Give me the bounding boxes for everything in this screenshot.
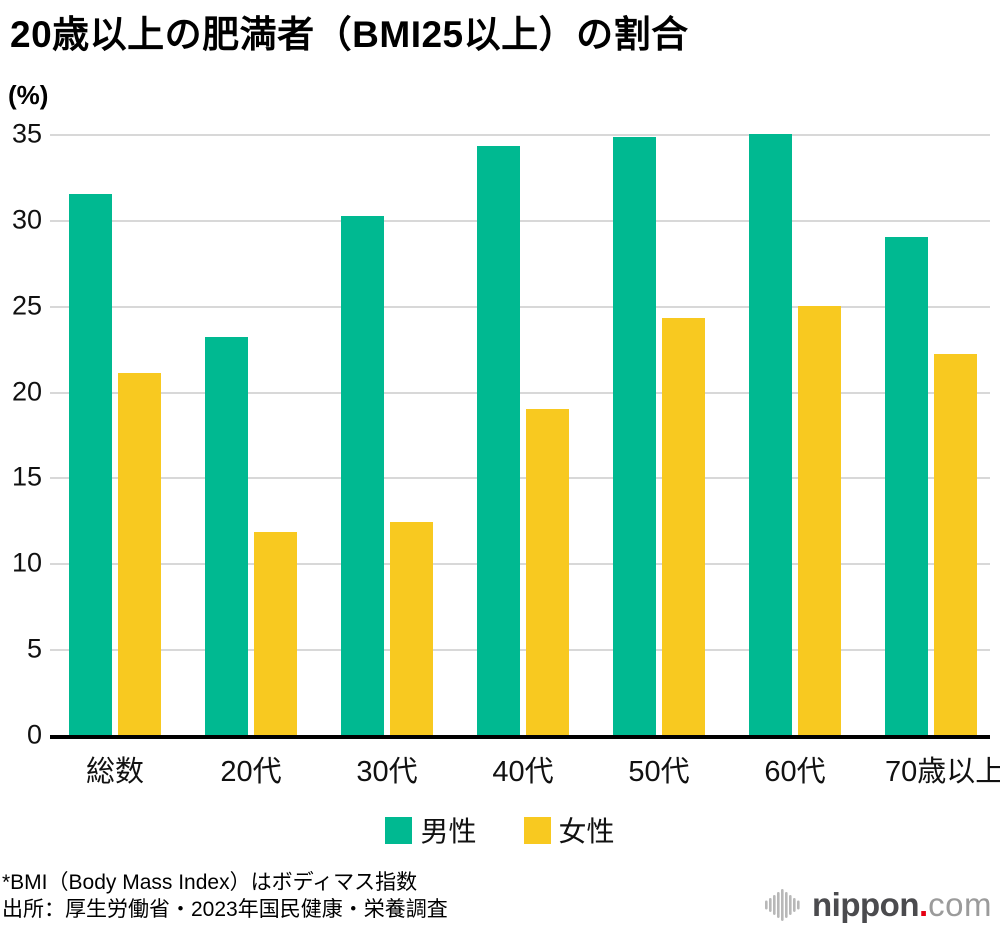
bar-group-20代 [205, 134, 297, 735]
y-tick-label-20: 20 [11, 376, 42, 407]
footnote-bmi-definition: *BMI（Body Mass Index）はボディマス指数 [2, 871, 418, 894]
x-tick-label-40代: 40代 [492, 756, 554, 788]
x-tick-label-30代: 30代 [356, 756, 418, 788]
logo-text: nippon.com [812, 886, 992, 924]
bar-男性-30代 [341, 216, 384, 735]
chart-title: 20歳以上の肥満者（BMI25以上）の割合 [10, 14, 689, 55]
x-tick-label-60代: 60代 [764, 756, 826, 788]
bar-group-総数 [69, 134, 161, 735]
legend-item-女性: 女性 [523, 810, 615, 850]
gridline-25 [50, 305, 990, 308]
bar-group-70歳以上 [885, 134, 977, 735]
bar-男性-50代 [613, 137, 656, 735]
gridline-5 [50, 649, 990, 652]
legend-item-男性: 男性 [385, 810, 477, 850]
y-tick-label-35: 35 [11, 118, 42, 149]
bar-series-container [50, 134, 990, 735]
bar-女性-20代 [254, 532, 297, 735]
legend: 男性 女性 [0, 810, 1000, 850]
bar-女性-60代 [798, 305, 841, 735]
bar-group-60代 [749, 134, 841, 735]
y-tick-label-30: 30 [11, 204, 42, 235]
bar-女性-30代 [390, 522, 433, 735]
y-tick-label-5: 5 [26, 633, 42, 664]
bar-男性-40代 [477, 146, 520, 735]
x-tick-label-50代: 50代 [628, 756, 690, 788]
gridline-20 [50, 391, 990, 394]
gridline-35 [50, 134, 990, 136]
legend-swatch-icon [385, 816, 413, 844]
y-axis-unit-label: (%) [8, 80, 49, 110]
y-tick-label-10: 10 [11, 547, 42, 578]
bar-group-30代 [341, 134, 433, 735]
plot-area [50, 134, 990, 739]
gridline-10 [50, 563, 990, 566]
x-axis-tick-labels: 総数 20代 30代 40代 50代 60代 70歳以上 [50, 748, 1000, 790]
legend-label: 女性 [558, 816, 615, 847]
footnotes: *BMI（Body Mass Index）はボディマス指数 出所：厚生労働省・2… [2, 869, 448, 923]
x-tick-label-70歳以上: 70歳以上 [885, 756, 1000, 788]
legend-label: 男性 [420, 816, 477, 847]
bar-女性-40代 [526, 408, 569, 735]
bar-女性-50代 [662, 317, 705, 735]
logo-text-nippon: nippon [812, 886, 919, 923]
y-tick-label-15: 15 [11, 461, 42, 492]
x-tick-label-総数: 総数 [85, 756, 144, 788]
logo-text-com: com [928, 886, 992, 923]
gridline-15 [50, 477, 990, 480]
x-tick-label-20代: 20代 [220, 756, 282, 788]
legend-swatch-icon [523, 816, 551, 844]
bar-男性-総数 [69, 194, 112, 735]
bar-女性-70歳以上 [934, 353, 977, 735]
bar-男性-60代 [749, 134, 792, 735]
bar-男性-70歳以上 [885, 237, 928, 735]
bar-group-50代 [613, 134, 705, 735]
bar-男性-20代 [205, 336, 248, 735]
y-tick-label-25: 25 [11, 290, 42, 321]
gridline-30 [50, 219, 990, 222]
nippon-logo: nippon.com [764, 886, 992, 924]
logo-dot: . [918, 886, 929, 923]
y-axis-tick-labels: 0 5 10 15 20 25 30 35 [0, 119, 42, 750]
y-tick-label-0: 0 [26, 719, 42, 750]
soundwave-icon [765, 889, 800, 921]
bar-女性-総数 [118, 372, 161, 735]
bar-group-40代 [477, 134, 569, 735]
footnote-source: 出所：厚生労働省・2023年国民健康・栄養調査 [2, 898, 448, 921]
